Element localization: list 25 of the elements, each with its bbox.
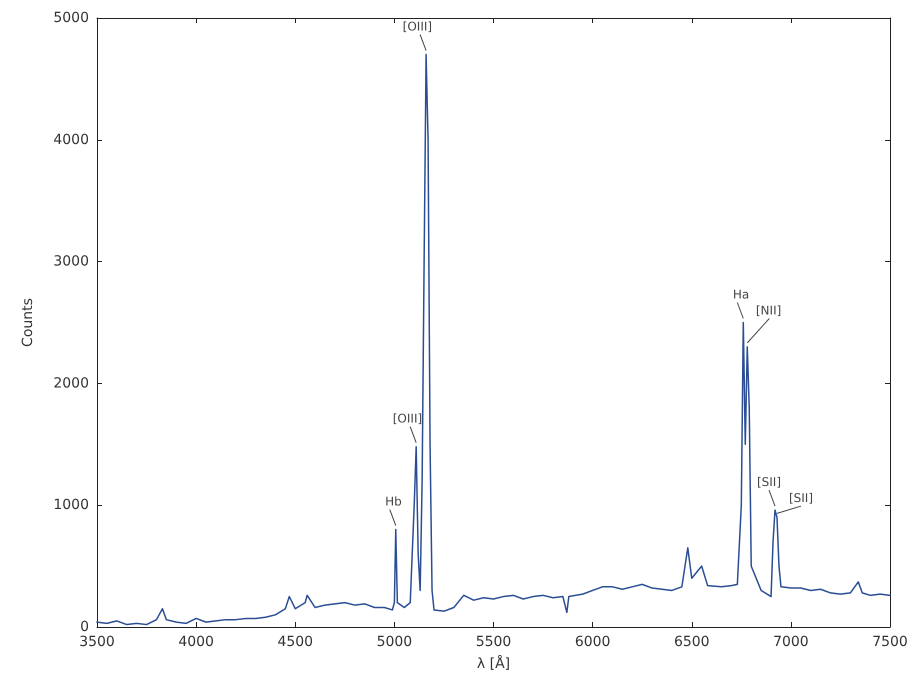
x-tick-label: 4000 bbox=[178, 634, 214, 650]
x-tick-label: 4500 bbox=[277, 634, 314, 650]
x-tick-label: 3500 bbox=[79, 634, 115, 650]
y-tick-label: 3000 bbox=[53, 254, 89, 270]
annotation: Hb bbox=[385, 494, 402, 509]
x-tick-label: 7500 bbox=[872, 634, 908, 650]
annotation: [SII] bbox=[756, 475, 782, 490]
x-tick-label: 6500 bbox=[674, 634, 710, 650]
annotation: [SII] bbox=[788, 491, 814, 506]
y-tick-label: 2000 bbox=[53, 375, 89, 392]
x-tick-label: 6000 bbox=[574, 634, 610, 650]
line-series bbox=[96, 54, 891, 626]
x-tick-label: 5500 bbox=[476, 634, 512, 650]
x-tick-label: 5000 bbox=[376, 634, 412, 650]
y-tick-label: 4000 bbox=[53, 132, 89, 148]
y-tick-label: 5000 bbox=[53, 10, 89, 26]
x-axis-title: λ [Å] bbox=[476, 655, 510, 672]
annotation: [OIII] bbox=[402, 20, 432, 34]
annotation: [NII] bbox=[756, 304, 782, 318]
y-axis-title: Counts bbox=[20, 298, 36, 347]
annotation: Ha bbox=[732, 288, 750, 302]
x-tick-label: 7000 bbox=[773, 634, 809, 650]
y-tick-label: 0 bbox=[80, 619, 89, 635]
annotation: [OIII] bbox=[392, 412, 422, 426]
y-tick-label: 1000 bbox=[53, 497, 89, 514]
